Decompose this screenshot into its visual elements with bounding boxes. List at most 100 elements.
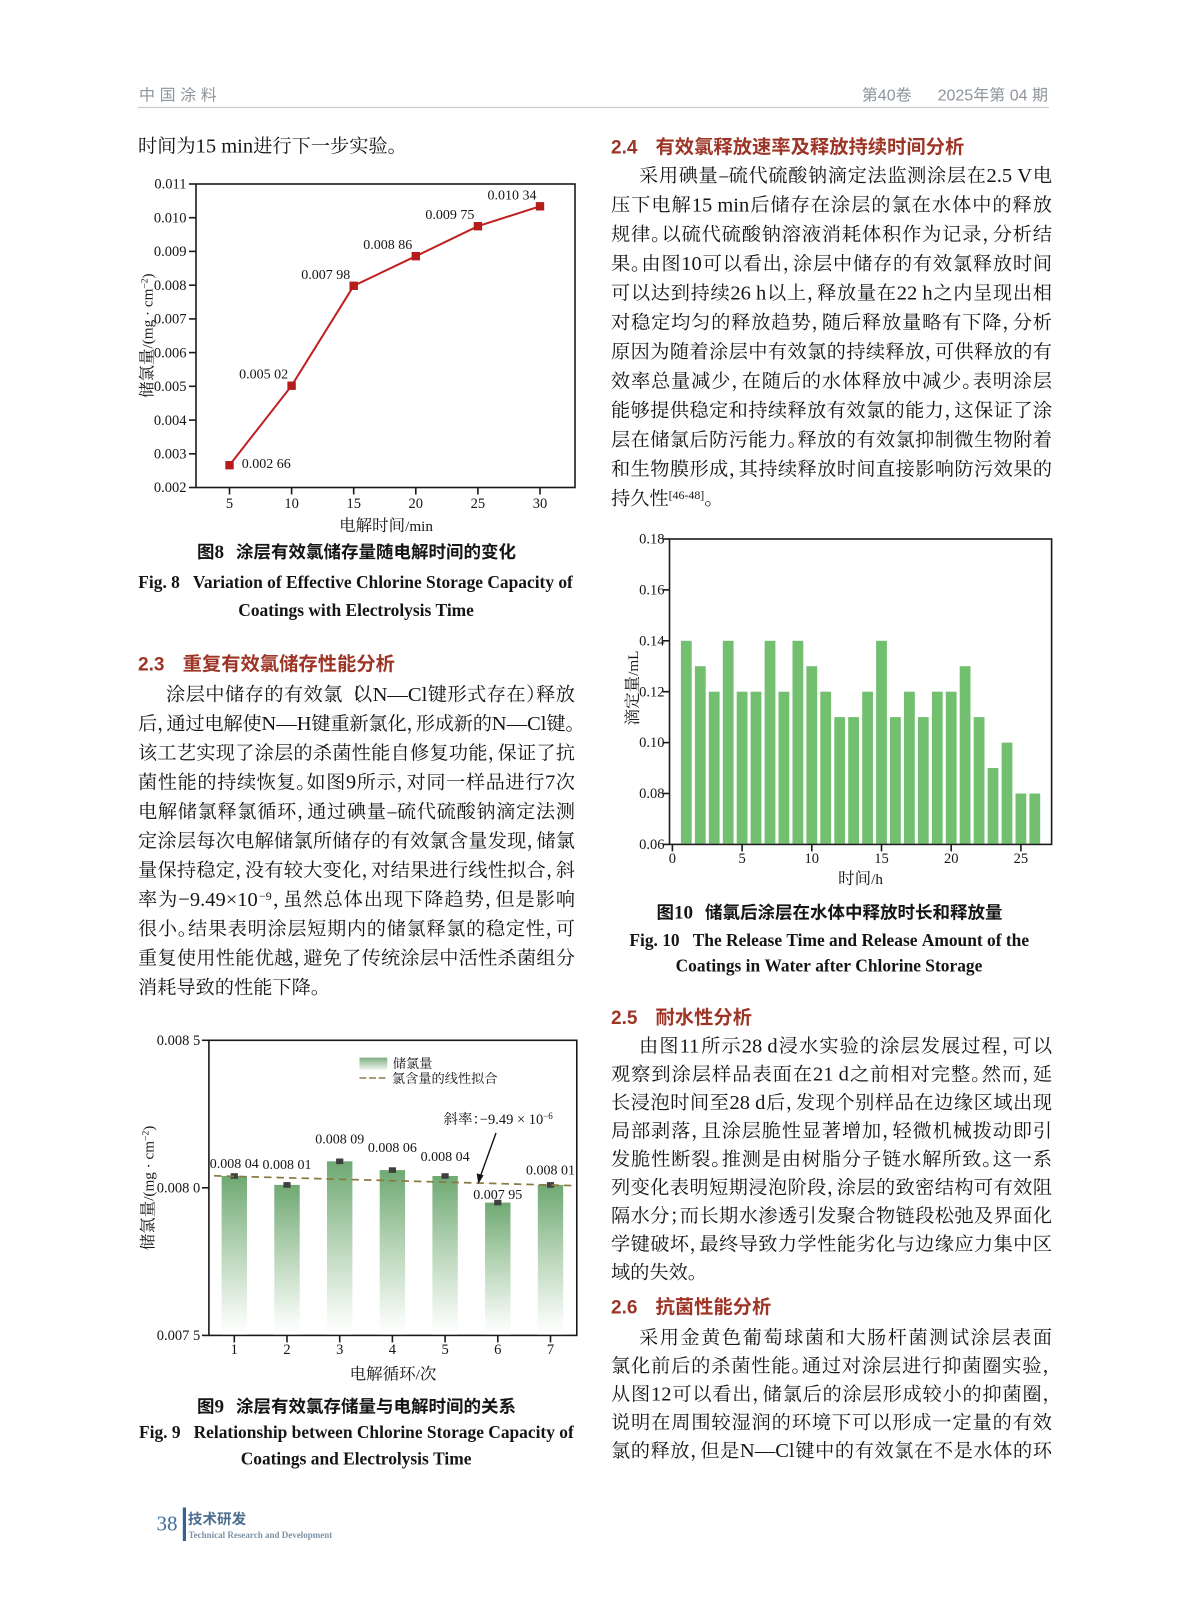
svg-text:11: 11 <box>680 1035 700 1057</box>
svg-text:7: 7 <box>547 1342 554 1358</box>
svg-text:Coatings with Electrolysis Tim: Coatings with Electrolysis Time <box>238 600 474 620</box>
svg-text:0.06: 0.06 <box>639 837 664 853</box>
svg-text:3: 3 <box>336 1342 343 1358</box>
svg-text:0.011: 0.011 <box>154 177 186 193</box>
svg-text:0.008 04: 0.008 04 <box>421 1150 470 1165</box>
svg-text:2.5 V: 2.5 V <box>987 165 1033 187</box>
svg-text:0: 0 <box>669 851 676 867</box>
svg-text:0.10: 0.10 <box>639 735 664 751</box>
svg-text:Coatings and Electrolysis Time: Coatings and Electrolysis Time <box>241 1449 472 1469</box>
svg-text:6: 6 <box>494 1342 501 1358</box>
svg-text:38: 38 <box>157 1512 178 1536</box>
svg-text:): ) <box>140 273 157 278</box>
svg-text:−9.49×10: −9.49×10 <box>178 889 257 911</box>
svg-text:20: 20 <box>409 496 424 512</box>
svg-text:−9.49 × 10: −9.49 × 10 <box>480 1112 543 1128</box>
svg-text:2.6: 2.6 <box>611 1298 637 1319</box>
svg-text:28 d: 28 d <box>742 1035 778 1057</box>
svg-text:4: 4 <box>389 1342 397 1358</box>
svg-text:N—Cl: N—Cl <box>492 713 547 735</box>
svg-text:15: 15 <box>346 496 361 512</box>
svg-text:/mL: /mL <box>625 651 642 676</box>
svg-text:0.007 98: 0.007 98 <box>301 268 350 283</box>
svg-text:5: 5 <box>738 851 745 867</box>
svg-text:The Release Time and Release A: The Release Time and Release Amount of t… <box>693 930 1030 950</box>
svg-text:): ) <box>141 1126 158 1131</box>
svg-text:/(mg · cm: /(mg · cm <box>140 288 157 348</box>
svg-text:0.008: 0.008 <box>154 278 187 294</box>
svg-text:Relationship between Chlorine: Relationship between Chlorine Storage Ca… <box>194 1422 574 1442</box>
svg-text:0.08: 0.08 <box>639 786 664 802</box>
svg-text:22 h: 22 h <box>897 282 933 304</box>
svg-text:Variation of Effective Chlorin: Variation of Effective Chlorine Storage … <box>193 572 573 592</box>
svg-text:0.008 01: 0.008 01 <box>526 1164 575 1179</box>
svg-text:5: 5 <box>226 496 233 512</box>
svg-text:0.008 09: 0.008 09 <box>315 1133 364 1148</box>
svg-text:N—Cl: N—Cl <box>740 1440 795 1462</box>
svg-text:−2: −2 <box>141 1130 152 1140</box>
svg-text:0.007 5: 0.007 5 <box>157 1328 201 1344</box>
svg-text:Fig. 10: Fig. 10 <box>629 930 680 950</box>
svg-text:N—Cl: N—Cl <box>373 684 428 706</box>
svg-text:0.007: 0.007 <box>154 312 187 328</box>
svg-text:25: 25 <box>471 496 486 512</box>
svg-text:0.008 5: 0.008 5 <box>157 1033 201 1049</box>
svg-text:15 min: 15 min <box>196 136 254 158</box>
svg-text:/(mg · cm: /(mg · cm <box>141 1141 158 1201</box>
svg-text:−2: −2 <box>140 278 151 288</box>
svg-text:0.010 34: 0.010 34 <box>488 188 537 203</box>
svg-text:20: 20 <box>944 851 959 867</box>
svg-text:0.008 06: 0.008 06 <box>368 1141 417 1156</box>
svg-text:[46-48]: [46-48] <box>669 488 705 502</box>
svg-text:15 min: 15 min <box>692 194 750 216</box>
svg-text:0.18: 0.18 <box>639 532 664 548</box>
svg-text:2.3: 2.3 <box>138 655 164 676</box>
svg-text:2025: 2025 <box>938 88 974 105</box>
svg-text:26 h: 26 h <box>730 282 766 304</box>
svg-text:0.002: 0.002 <box>154 480 187 496</box>
svg-text:Fig. 9: Fig. 9 <box>139 1422 181 1442</box>
svg-text:04: 04 <box>1010 88 1028 105</box>
svg-text:Technical Research and Develop: Technical Research and Development <box>189 1530 333 1540</box>
svg-text:−9: −9 <box>259 889 272 903</box>
svg-text:0.004: 0.004 <box>154 413 187 429</box>
svg-text:7: 7 <box>545 772 555 794</box>
svg-text:2.4: 2.4 <box>611 138 638 159</box>
svg-text:2.5: 2.5 <box>611 1008 638 1029</box>
svg-text:0.009: 0.009 <box>154 244 187 260</box>
svg-text:10: 10 <box>284 496 299 512</box>
svg-text:15: 15 <box>874 851 889 867</box>
svg-text:40: 40 <box>878 88 896 105</box>
svg-text:0.16: 0.16 <box>639 583 664 599</box>
svg-text:8: 8 <box>215 542 225 563</box>
svg-text:1: 1 <box>231 1342 238 1358</box>
svg-text:0.003: 0.003 <box>154 447 187 463</box>
svg-text:0.010: 0.010 <box>154 210 187 226</box>
svg-text:0.002 66: 0.002 66 <box>242 457 291 472</box>
svg-text:0.008 04: 0.008 04 <box>210 1157 259 1172</box>
svg-text:5: 5 <box>441 1342 448 1358</box>
svg-text:0.008 01: 0.008 01 <box>263 1158 312 1173</box>
svg-text:N—H: N—H <box>261 713 311 735</box>
svg-text:0.009 75: 0.009 75 <box>425 208 474 223</box>
svg-text:0.14: 0.14 <box>639 633 665 649</box>
svg-text:10: 10 <box>681 253 702 275</box>
svg-text:0.005: 0.005 <box>154 379 187 395</box>
svg-text:2: 2 <box>283 1342 290 1358</box>
svg-text:30: 30 <box>533 496 548 512</box>
svg-text:0.006: 0.006 <box>154 345 187 361</box>
svg-text:/h: /h <box>871 871 883 888</box>
svg-text:/: / <box>416 1367 421 1384</box>
svg-text:21 d: 21 d <box>813 1064 849 1086</box>
svg-text:0.005 02: 0.005 02 <box>239 368 288 383</box>
svg-text:25: 25 <box>1014 851 1029 867</box>
svg-text:0.12: 0.12 <box>639 684 664 700</box>
svg-text:/min: /min <box>405 518 433 535</box>
svg-text:12: 12 <box>651 1384 672 1406</box>
svg-text:9: 9 <box>346 772 356 794</box>
svg-text:0.007 95: 0.007 95 <box>473 1188 522 1203</box>
svg-text:28 d: 28 d <box>730 1092 766 1114</box>
svg-text:Fig. 8: Fig. 8 <box>138 572 180 592</box>
svg-text:10: 10 <box>674 903 693 924</box>
svg-text:10: 10 <box>805 851 820 867</box>
